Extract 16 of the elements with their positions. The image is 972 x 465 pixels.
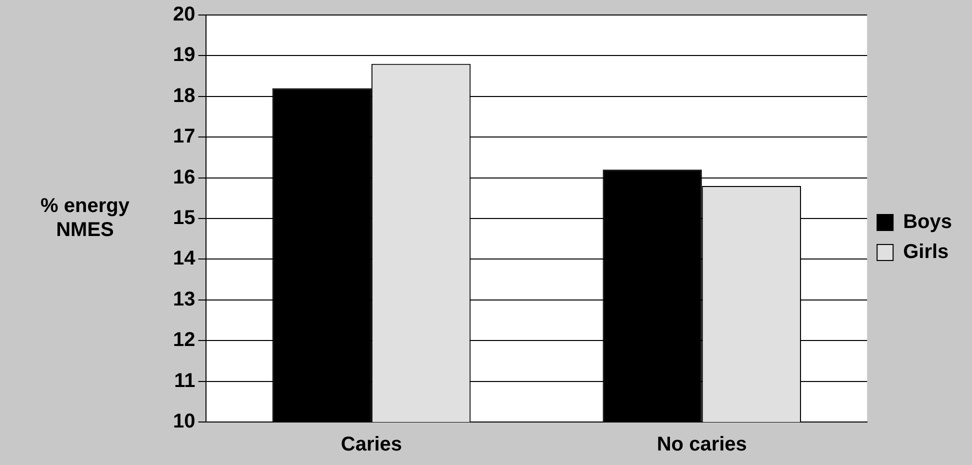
legend-label: Boys [903,211,952,234]
x-tick-label: Caries [340,434,402,456]
y-tick-label: 12 [172,329,196,352]
y-tick-label: 14 [172,248,196,270]
x-tick-label: No caries [656,434,747,456]
y-tick-label: 17 [172,126,196,148]
y-tick-label: 19 [172,44,196,66]
legend-label: Girls [903,241,949,264]
y-tick-label: 18 [172,84,196,107]
y-tick-label: 20 [172,4,196,26]
y-tick-label: 13 [172,288,196,310]
y-tick-label: 15 [172,207,196,230]
y-tick-label: 11 [174,370,196,392]
y-tick-label: 16 [172,166,196,188]
y-axis-title: % energy NMES [40,195,130,242]
y-tick-label: 10 [172,410,196,433]
